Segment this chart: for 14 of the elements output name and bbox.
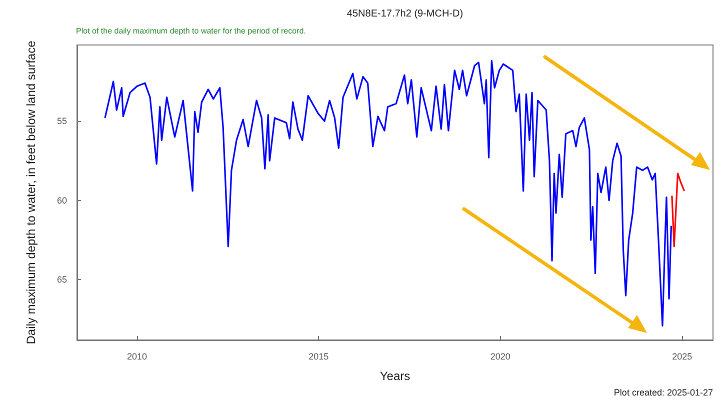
text: Plot created: 2025-01-27 (614, 388, 714, 398)
x-axis-title: Years (380, 369, 410, 383)
x-tick-label: 2025 (672, 352, 692, 362)
chart-subtitle: Plot of the daily maximum depth to water for the period of record. (76, 26, 306, 36)
chart-title: 45N8E-17.7h2 (9-MCH-D) (346, 8, 464, 20)
x-tick-label: 2015 (308, 352, 329, 362)
y-tick-label: 60 (56, 195, 67, 206)
y-tick-label: 55 (56, 116, 67, 126)
y-tick-label: 65 (56, 274, 67, 285)
y-axis-title: Daily maximum depth to water, in feet below land surface (24, 40, 38, 344)
line-series (671, 172, 686, 248)
x-tick-label: 2020 (490, 352, 510, 362)
x-tick-label: 2010 (126, 352, 147, 362)
line-series (104, 60, 672, 327)
